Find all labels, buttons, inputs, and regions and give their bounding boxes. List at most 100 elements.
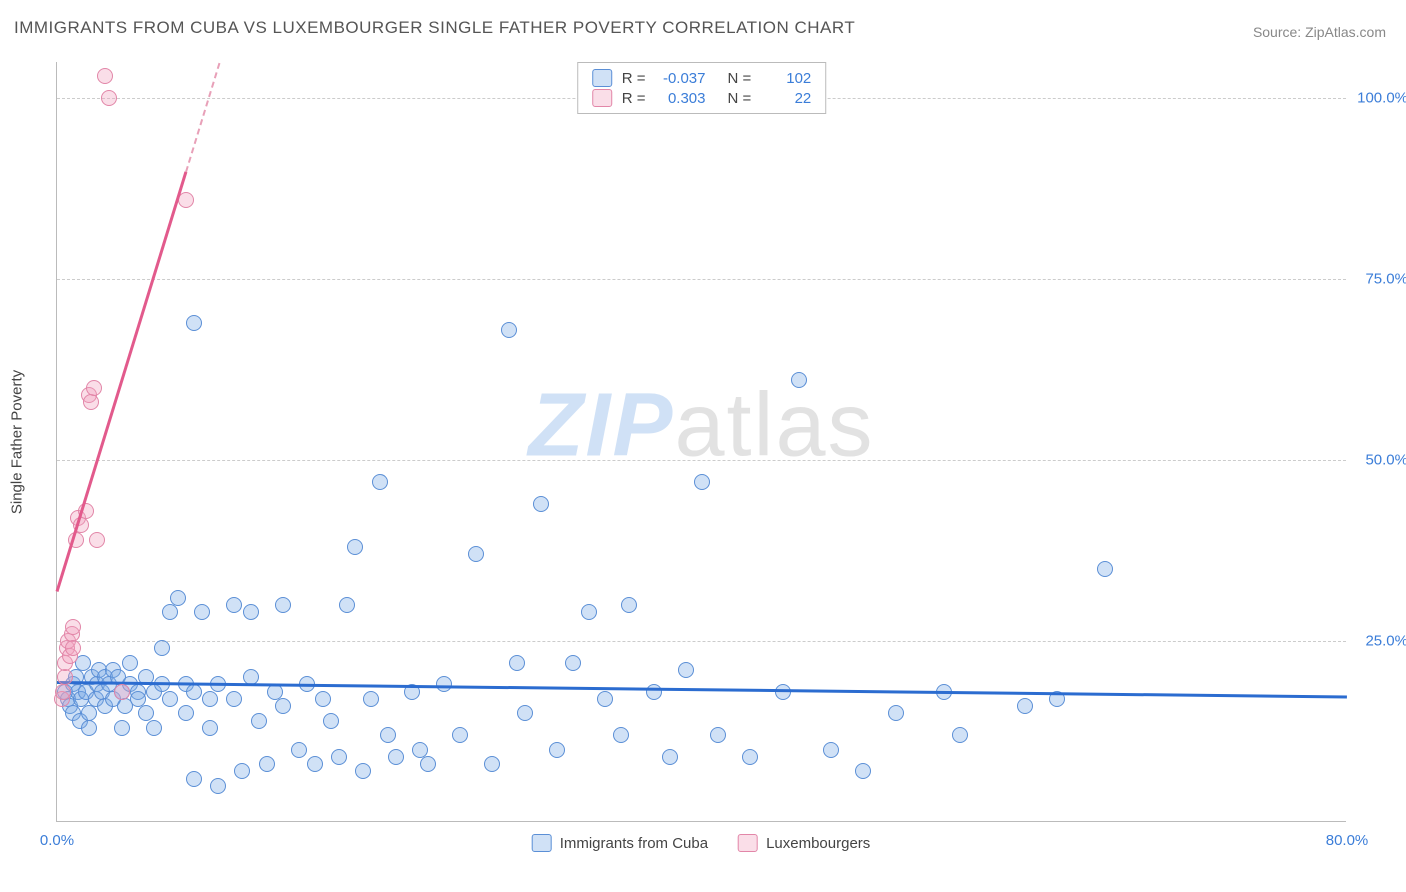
chart-title: IMMIGRANTS FROM CUBA VS LUXEMBOURGER SIN… (14, 18, 855, 38)
data-point (565, 655, 581, 671)
data-point (65, 619, 81, 635)
data-point (331, 749, 347, 765)
data-point (81, 720, 97, 736)
data-point (363, 691, 379, 707)
legend-swatch (592, 89, 612, 107)
data-point (452, 727, 468, 743)
y-tick-label: 50.0% (1353, 452, 1406, 469)
data-point (226, 691, 242, 707)
data-point (888, 705, 904, 721)
plot-region: Single Father Poverty ZIPatlas R =-0.037… (56, 62, 1346, 822)
trend-line (185, 63, 220, 172)
data-point (194, 604, 210, 620)
data-point (234, 763, 250, 779)
data-point (621, 597, 637, 613)
data-point (243, 604, 259, 620)
data-point (162, 691, 178, 707)
legend-n-label: N = (728, 70, 752, 87)
data-point (130, 691, 146, 707)
legend-r-label: R = (622, 90, 646, 107)
y-tick-label: 25.0% (1353, 633, 1406, 650)
data-point (347, 539, 363, 555)
legend-r-value: 0.303 (656, 90, 706, 107)
data-point (581, 604, 597, 620)
data-point (210, 778, 226, 794)
data-point (678, 662, 694, 678)
legend-item: Immigrants from Cuba (532, 834, 708, 852)
data-point (517, 705, 533, 721)
data-point (146, 720, 162, 736)
series-legend: Immigrants from Cuba Luxembourgers (532, 834, 871, 852)
data-point (339, 597, 355, 613)
data-point (101, 90, 117, 106)
watermark: ZIPatlas (528, 375, 874, 478)
data-point (162, 604, 178, 620)
data-point (597, 691, 613, 707)
data-point (226, 597, 242, 613)
data-point (97, 68, 113, 84)
x-tick-label: 0.0% (40, 832, 74, 849)
legend-swatch (532, 834, 552, 852)
data-point (509, 655, 525, 671)
data-point (55, 684, 71, 700)
gridline (57, 641, 1346, 642)
data-point (291, 742, 307, 758)
legend-label: Luxembourgers (766, 835, 870, 852)
data-point (170, 590, 186, 606)
data-point (613, 727, 629, 743)
data-point (355, 763, 371, 779)
data-point (388, 749, 404, 765)
legend-r-label: R = (622, 70, 646, 87)
data-point (114, 684, 130, 700)
data-point (646, 684, 662, 700)
data-point (57, 669, 73, 685)
data-point (83, 394, 99, 410)
data-point (114, 720, 130, 736)
chart-area: Single Father Poverty ZIPatlas R =-0.037… (56, 62, 1346, 822)
data-point (323, 713, 339, 729)
data-point (315, 691, 331, 707)
data-point (154, 640, 170, 656)
data-point (86, 380, 102, 396)
data-point (178, 705, 194, 721)
data-point (484, 756, 500, 772)
data-point (202, 691, 218, 707)
data-point (251, 713, 267, 729)
legend-r-value: -0.037 (656, 70, 706, 87)
data-point (823, 742, 839, 758)
data-point (186, 315, 202, 331)
y-axis-label: Single Father Poverty (9, 369, 26, 513)
data-point (742, 749, 758, 765)
x-tick-label: 80.0% (1326, 832, 1369, 849)
data-point (372, 474, 388, 490)
correlation-legend: R =-0.037N =102R =0.303N =22 (577, 62, 827, 114)
legend-n-value: 102 (761, 70, 811, 87)
gridline (57, 460, 1346, 461)
y-tick-label: 75.0% (1353, 271, 1406, 288)
data-point (259, 756, 275, 772)
legend-n-value: 22 (761, 90, 811, 107)
data-point (186, 684, 202, 700)
legend-swatch (738, 834, 758, 852)
gridline (57, 279, 1346, 280)
data-point (468, 546, 484, 562)
data-point (1097, 561, 1113, 577)
data-point (275, 698, 291, 714)
legend-row: R = -0.037 N = 102 (592, 69, 812, 87)
legend-item: Luxembourgers (738, 834, 870, 852)
data-point (791, 372, 807, 388)
data-point (420, 756, 436, 772)
data-point (952, 727, 968, 743)
data-point (662, 749, 678, 765)
data-point (412, 742, 428, 758)
data-point (65, 640, 81, 656)
data-point (122, 655, 138, 671)
y-tick-label: 100.0% (1353, 90, 1406, 107)
data-point (186, 771, 202, 787)
data-point (710, 727, 726, 743)
data-point (533, 496, 549, 512)
legend-row: R =0.303N =22 (592, 89, 812, 107)
trend-line (56, 172, 188, 593)
data-point (380, 727, 396, 743)
data-point (1017, 698, 1033, 714)
